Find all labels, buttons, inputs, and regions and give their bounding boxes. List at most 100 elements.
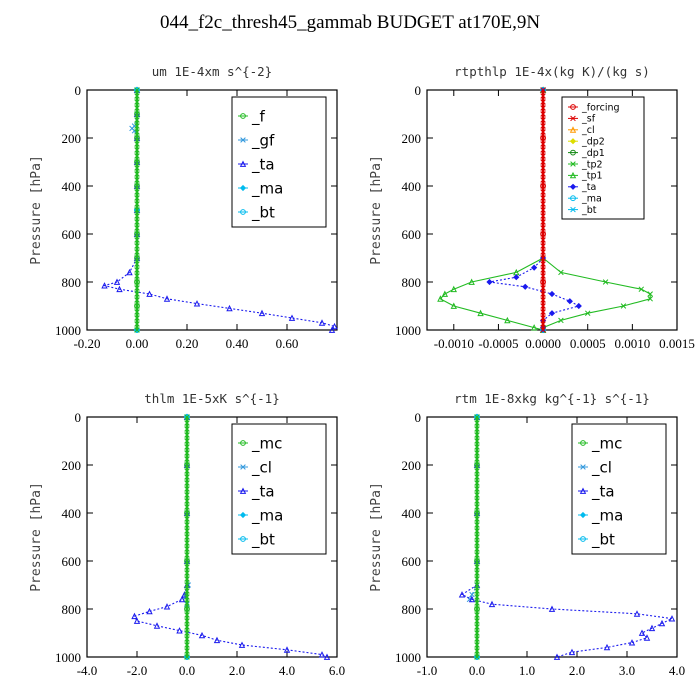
chart-panel-2: rtpthlp 1E-4x(kg K)/(kg s) Pressure [hPa]… [369,64,695,351]
series-point [540,123,546,129]
x-tick-label: 2.0 [229,663,245,678]
series-point [540,93,546,99]
series-point [474,630,480,636]
series-point [184,486,190,492]
y-tick-label: 600 [62,554,82,569]
series-point [540,195,546,201]
series-point [530,324,538,331]
series-point [184,582,190,588]
series-point [474,600,480,606]
series-point [146,290,153,297]
series-point [184,522,190,528]
legend-label: _ta [581,182,596,193]
panel-title: thlm 1E-5xK s^{-1} [144,391,279,406]
legend-marker [240,536,246,542]
series-point [134,171,140,177]
y-tick-label: 0 [415,410,422,425]
series-point [134,249,140,255]
series-point [474,540,480,546]
series-point [134,141,140,147]
series-point [238,641,246,648]
series-point [178,595,186,603]
series-point [450,285,457,293]
x-tick-label: 0.40 [226,336,249,351]
series-point [134,195,140,201]
series-point [134,147,140,153]
legend-box [231,96,327,228]
series-point [163,295,171,302]
y-tick-label: 800 [402,602,422,617]
legend-label: _bt [251,203,275,222]
x-tick-label: 6.0 [329,663,345,678]
legend-marker [239,487,247,494]
series-point [474,570,480,576]
series-point [184,642,190,648]
series-point [474,582,480,588]
legend-marker [239,511,247,519]
series-point [540,231,546,237]
series-point [101,282,108,289]
series-point [134,123,140,129]
y-tick-label: 400 [402,506,422,521]
legend-box [571,423,667,555]
x-tick-label: 0.0010 [614,336,650,351]
series-point [163,603,171,610]
series-point [540,111,546,117]
x-tick-label: 0.0015 [659,336,695,351]
legend-label: _gf [251,131,275,150]
x-tick-label: -0.0005 [478,336,518,351]
legend-label: _cl [251,458,272,477]
series-point [486,278,493,286]
y-axis-label: Pressure [hPa] [369,482,384,592]
series-point [474,522,480,528]
y-tick-label: 800 [62,275,82,290]
series-point [558,269,564,276]
series-point [134,99,140,105]
y-tick-label: 200 [402,458,422,473]
series-point [474,426,480,432]
series-point [318,651,326,658]
series-point [134,183,140,189]
legend-marker [580,440,586,446]
series-point [474,588,480,594]
series-point [134,309,140,315]
series-point [193,300,201,307]
legend-marker [570,115,576,122]
series-point [540,171,546,177]
series-point [184,420,190,426]
legend-marker [240,137,246,143]
series-point [469,591,475,598]
series-point [184,426,190,432]
figure-title: 044_f2c_thresh45_gammab BUDGET at170E,9N [159,12,541,33]
series-point [184,510,190,516]
series-point [441,290,449,297]
legend-marker [579,511,587,519]
series-point [553,653,561,660]
y-axis-label: Pressure [hPa] [29,155,44,265]
series-point [134,327,140,333]
series-point [474,624,480,630]
x-tick-label: 3.0 [619,663,635,678]
legend-label: _ta [591,482,615,501]
y-tick-label: 0 [75,83,82,98]
series-point [668,615,676,622]
series-point [134,243,140,249]
series-point [504,316,511,324]
series-point [474,474,480,480]
chart-panel-4: rtm 1E-8xkg kg^{-1} s^{-1} Pressure [hPa]… [369,391,685,678]
series-point [540,279,546,285]
y-tick-label: 200 [402,131,422,146]
series-point [146,607,153,615]
series-point [474,414,480,420]
series-point [134,291,140,297]
series-point [647,296,653,302]
legend-marker [580,536,586,542]
series-point [620,303,627,309]
series-point [184,546,190,552]
series-point [474,468,480,474]
series-point [540,183,546,189]
x-tick-label: -2.0 [127,663,148,678]
series-point [474,462,480,468]
x-tick-label: 0.0 [469,663,485,678]
series-point [548,605,556,612]
